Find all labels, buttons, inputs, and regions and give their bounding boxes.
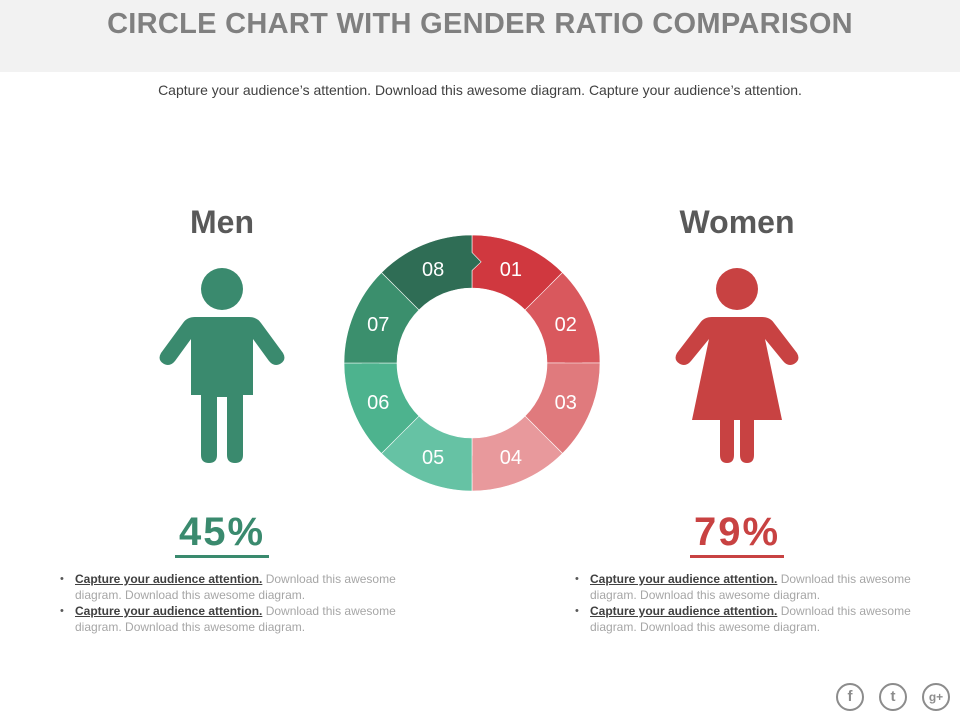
women-percent: 79% [693,510,781,554]
facebook-icon[interactable]: f [836,683,864,711]
subtitle: Capture your audience’s attention. Downl… [158,82,802,98]
woman-icon [675,268,799,463]
page-title: CIRCLE CHART WITH GENDER RATIO COMPARISO… [107,8,853,40]
women-label: Women [679,204,795,240]
women-percent-underline [690,555,784,558]
ring-segment-label: 07 [367,314,389,336]
segment-ring: 01 02 03 04 05 06 07 08 [343,234,601,492]
twitter-icon[interactable]: t [879,683,907,711]
list-item: Capture your audience attention. Downloa… [58,603,398,635]
men-percent-underline [175,555,269,558]
man-icon [159,268,285,463]
header-bar [0,0,960,72]
ring-segment-label: 08 [422,259,444,281]
list-item: Capture your audience attention. Downloa… [58,571,398,603]
ring-segment-label: 04 [500,447,522,469]
list-item: Capture your audience attention. Downloa… [573,571,913,603]
women-bullet-list: Capture your audience attention. Downloa… [573,571,913,635]
ring-segment-label: 06 [367,392,389,414]
men-percent: 45% [178,510,266,554]
googleplus-icon[interactable]: g+ [922,683,950,711]
ring-segment-08 [381,234,482,311]
list-item: Capture your audience attention. Downloa… [573,603,913,635]
ring-segment-label: 03 [555,392,577,414]
men-bullet-list: Capture your audience attention. Downloa… [58,571,398,635]
men-label: Men [190,204,254,240]
ring-segment-label: 05 [422,447,444,469]
ring-segment-label: 02 [555,314,577,336]
ring-segment-label: 01 [500,259,522,281]
